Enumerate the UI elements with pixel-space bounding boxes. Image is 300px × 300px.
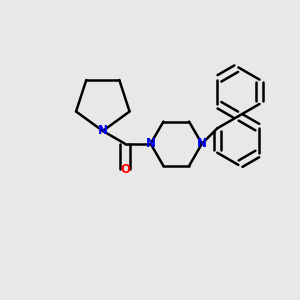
Text: N: N (197, 137, 207, 150)
Text: N: N (146, 137, 156, 150)
Text: O: O (120, 163, 130, 176)
Text: N: N (98, 124, 108, 137)
